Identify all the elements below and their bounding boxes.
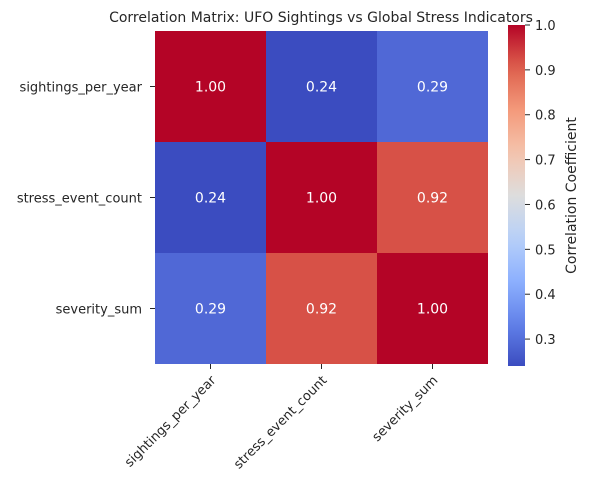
cell-value-label: 1.00 [417,302,448,318]
colorbar-label: Correlation Coefficient [564,117,580,274]
heatmap-cell [377,31,488,142]
cell-value-label: 1.00 [306,191,337,207]
colorbar-tick-label: 0.5 [535,243,556,258]
heatmap-cell [155,31,266,142]
cell-value-label: 0.92 [306,302,337,318]
heatmap-cell [266,253,377,364]
row-label: sightings_per_year [20,81,143,96]
row-labels: sightings_per_year stress_event_countseve… [17,81,155,318]
colorbar: 0.3 0.4 0.5 0.6 0.7 0.8 0.9 1.0 Correlation Coef… [508,19,580,366]
cell-value-label: 0.29 [195,302,226,318]
row-label: stress_event_count [17,192,142,207]
heatmap-cell [266,142,377,253]
colorbar-tick-label: 0.3 [535,333,556,348]
cell-value-label: 0.24 [306,80,337,96]
cell-value-label: 0.92 [417,191,448,207]
heatmap-cells: 1.00 0.24 0.29 0.24 1.00 0.92 0.29 0.92 1.00 [155,31,488,364]
row-label: severity_sum [56,303,142,318]
cell-value-label: 0.24 [195,191,226,207]
heatmap-cell [155,253,266,364]
colorbar-tick-label: 0.4 [535,288,556,303]
colorbar-tick-label: 0.8 [535,109,556,124]
heatmap-cell [377,253,488,364]
colorbar-gradient [508,25,525,366]
colorbar-tick-label: 1.0 [535,19,556,34]
colorbar-tick-label: 0.9 [535,64,556,79]
column-labels: sightings_per_year stress_event_count seve… [122,364,441,472]
cell-value-label: 1.00 [195,80,226,96]
chart-title: Correlation Matrix: UFO Sightings vs Glo… [109,10,533,26]
heatmap-cell [266,31,377,142]
column-label: stress_event_count [231,373,330,472]
column-label: sightings_per_year [122,373,220,471]
cell-value-label: 0.29 [417,80,448,96]
heatmap-cell [155,142,266,253]
colorbar-tick-label: 0.6 [535,198,556,213]
heatmap-cell [377,142,488,253]
colorbar-tick-label: 0.7 [535,154,556,169]
column-label: severity_sum [370,373,442,445]
